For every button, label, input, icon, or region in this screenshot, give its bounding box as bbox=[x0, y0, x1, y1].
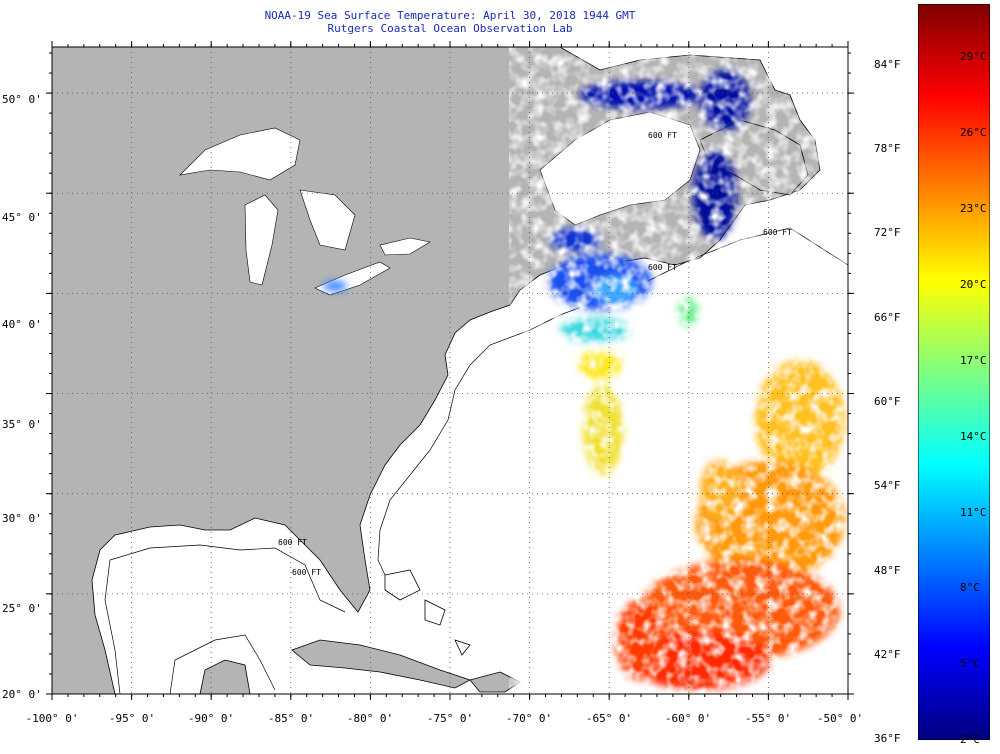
lon-label: -85° 0' bbox=[267, 712, 315, 725]
colorbar-c-label: 8°C bbox=[960, 581, 980, 594]
colorbar-c-label: 23°C bbox=[960, 202, 987, 215]
land-cuba bbox=[291, 639, 472, 689]
lon-label: -55° 0' bbox=[744, 712, 792, 725]
colorbar-f-label: 54°F bbox=[874, 479, 901, 492]
colorbar-c-label: 17°C bbox=[960, 354, 987, 367]
colorbar-c-label: 14°C bbox=[960, 430, 987, 443]
axis-ticks bbox=[46, 41, 854, 700]
lon-label: -80° 0' bbox=[346, 712, 394, 725]
colorbar-c-label: 29°C bbox=[960, 50, 987, 63]
colorbar-c-label: 5°C bbox=[960, 657, 980, 670]
lon-label: -65° 0' bbox=[585, 712, 633, 725]
land-hispaniola bbox=[469, 671, 521, 693]
lon-label: -95° 0' bbox=[108, 712, 156, 725]
map-title: NOAA-19 Sea Surface Temperature: April 3… bbox=[264, 9, 636, 22]
lon-label: -60° 0' bbox=[664, 712, 712, 725]
colorbar-f-label: 48°F bbox=[874, 564, 901, 577]
sst-patches bbox=[323, 60, 848, 694]
colorbar-f-label: 36°F bbox=[874, 732, 901, 745]
isobath-label: 600 FT bbox=[648, 131, 677, 140]
lat-label: 50° 0' bbox=[2, 93, 42, 106]
lon-label: -75° 0' bbox=[426, 712, 474, 725]
colorbar-f-label: 42°F bbox=[874, 648, 901, 661]
lat-label: 45° 0' bbox=[2, 211, 42, 224]
isobath-label: 600 FT bbox=[292, 568, 321, 577]
isobath-label: 600 FT bbox=[278, 538, 307, 547]
colorbar-f-label: 78°F bbox=[874, 142, 901, 155]
colorbar-f-label: 60°F bbox=[874, 395, 901, 408]
map-subtitle: Rutgers Coastal Ocean Observation Lab bbox=[327, 22, 573, 35]
lat-label: 20° 0' bbox=[2, 688, 42, 701]
land-yucatan bbox=[199, 659, 251, 694]
colorbar-c-label: 26°C bbox=[960, 126, 987, 139]
lake-huron bbox=[299, 189, 356, 251]
lake-ontario bbox=[379, 237, 431, 256]
lon-label: -100° 0' bbox=[25, 712, 79, 725]
colorbar-f-label: 66°F bbox=[874, 311, 901, 324]
colorbar-c-label: 2°C bbox=[960, 733, 980, 746]
lat-label: 40° 0' bbox=[2, 318, 42, 331]
lon-label: -70° 0' bbox=[505, 712, 553, 725]
lake-superior bbox=[179, 127, 301, 181]
colorbar-gradient bbox=[918, 4, 990, 740]
isobath-label: 600 FT bbox=[763, 228, 792, 237]
isobath-labels: 600 FT 600 FT 600 FT 600 FT 600 FT bbox=[278, 131, 792, 577]
lake-michigan bbox=[244, 194, 279, 286]
lon-label: -90° 0' bbox=[187, 712, 235, 725]
colorbar-c-label: 20°C bbox=[960, 278, 987, 291]
bahamas bbox=[384, 569, 471, 656]
lat-label: 30° 0' bbox=[2, 512, 42, 525]
colorbar-f-label: 72°F bbox=[874, 226, 901, 239]
lat-label: 35° 0' bbox=[2, 418, 42, 431]
isobath-label: 600 FT bbox=[648, 263, 677, 272]
colorbar-c-label: 11°C bbox=[960, 506, 987, 519]
colorbar-f-label: 84°F bbox=[874, 58, 901, 71]
lon-label: -50° 0' bbox=[816, 712, 864, 725]
temperature-colorbar bbox=[918, 4, 990, 740]
lat-label: 25° 0' bbox=[2, 602, 42, 615]
